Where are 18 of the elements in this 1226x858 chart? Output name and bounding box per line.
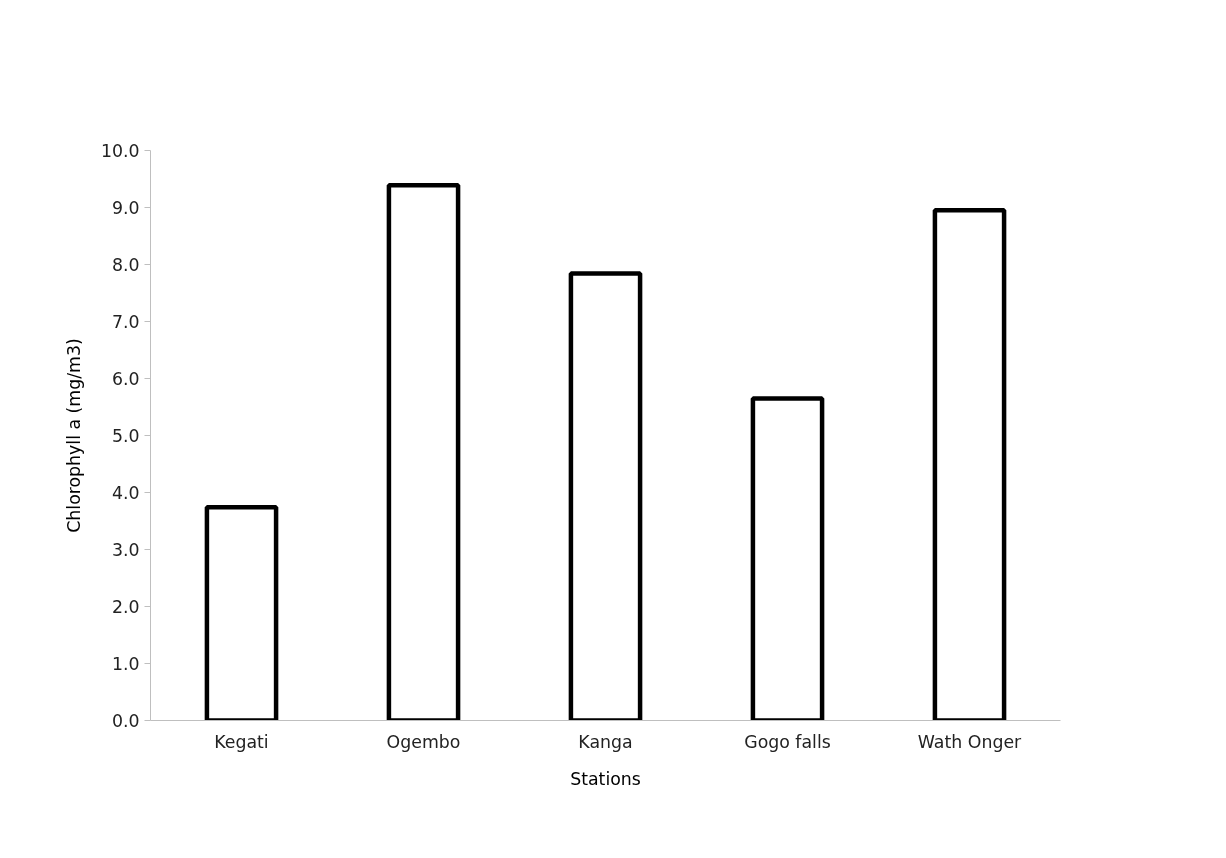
y-tick-label: 10.0 <box>100 141 140 161</box>
x-tick-label: Kanga <box>578 731 633 752</box>
y-tick-label: 9.0 <box>111 198 140 218</box>
y-axis-title: Chlorophyll a (mg/m3) <box>63 338 84 533</box>
y-tick-label: 7.0 <box>111 312 140 332</box>
y-tick-label: 8.0 <box>111 255 140 275</box>
y-tick-label: 4.0 <box>111 483 140 503</box>
y-tick-label: 2.0 <box>111 597 140 617</box>
x-tick-label: Wath Onger <box>917 731 1023 752</box>
x-axis-title: Stations <box>570 768 641 789</box>
y-tick-label: 1.0 <box>111 654 140 674</box>
y-tick-label: 6.0 <box>111 369 140 389</box>
y-tick-label: 5.0 <box>111 426 140 446</box>
x-tick-label: Gogo falls <box>744 731 831 752</box>
y-tick-label: 0.0 <box>111 711 140 731</box>
x-tick-label: Ogembo <box>386 731 461 752</box>
x-tick-label: Kegati <box>214 731 269 752</box>
y-tick-label: 3.0 <box>111 540 140 560</box>
